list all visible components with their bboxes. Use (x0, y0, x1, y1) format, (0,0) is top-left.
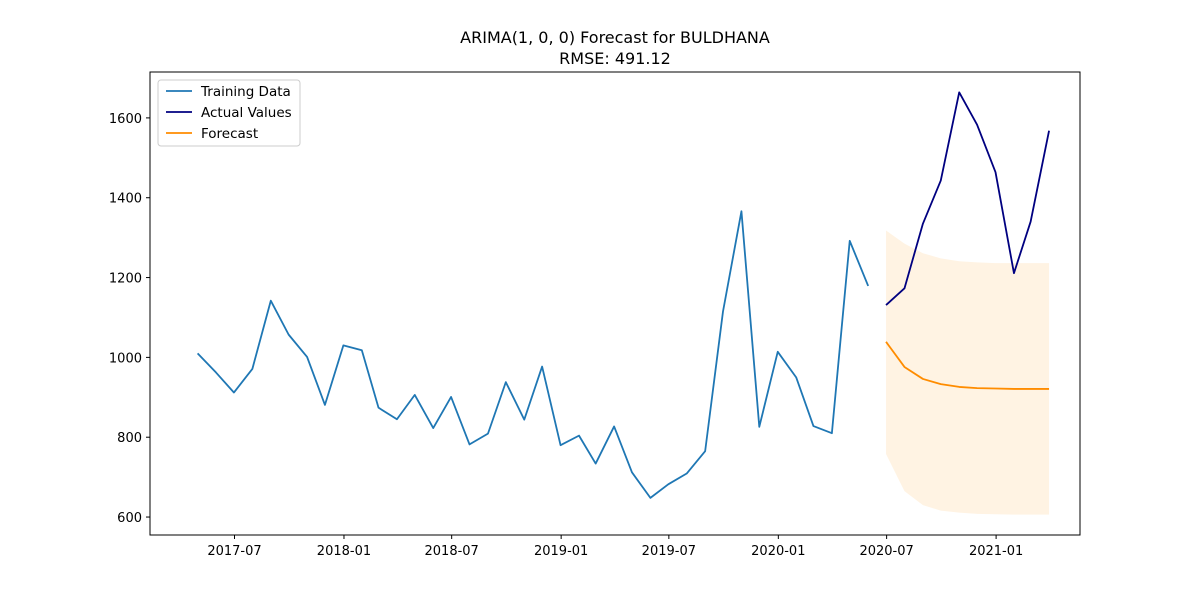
x-tick-label: 2021-01 (969, 544, 1023, 559)
axes: 600 800 1000 1200 1400 1600 2017-07 2018-01 2018… (109, 71, 1081, 559)
chart-title: ARIMA(1, 0, 0) Forecast for BULDHANA (460, 28, 770, 47)
x-tick-label: 2020-07 (859, 544, 913, 559)
actual-values-line (885, 91, 1050, 306)
chart-subtitle: RMSE: 491.12 (559, 49, 671, 68)
legend: Training Data Actual Values Forecast (157, 79, 301, 147)
x-tick-label: 2018-07 (425, 544, 479, 559)
axes-frame (149, 71, 1081, 536)
training-data-line (196, 210, 870, 499)
legend-label-actual-values: Actual Values (201, 105, 292, 121)
y-tick-label: 1000 (109, 351, 142, 366)
x-tick-label: 2019-01 (534, 544, 588, 559)
y-tick-label: 1200 (109, 272, 142, 287)
x-tick-label: 2017-07 (207, 544, 261, 559)
legend-label-forecast: Forecast (201, 126, 258, 142)
y-tick-label: 1600 (109, 112, 142, 127)
legend-box (157, 79, 301, 147)
y-tick-label: 600 (117, 511, 142, 526)
legend-label-training-data: Training Data (200, 84, 291, 100)
x-tick-label: 2019-07 (642, 544, 696, 559)
forecast-line (885, 341, 1050, 390)
y-tick-label: 800 (117, 431, 142, 446)
x-tick-label: 2020-01 (751, 544, 805, 559)
y-tick-label: 1400 (109, 192, 142, 207)
x-tick-label: 2018-01 (317, 544, 371, 559)
confidence-interval-band (886, 230, 1050, 515)
plot-area (196, 91, 1050, 515)
